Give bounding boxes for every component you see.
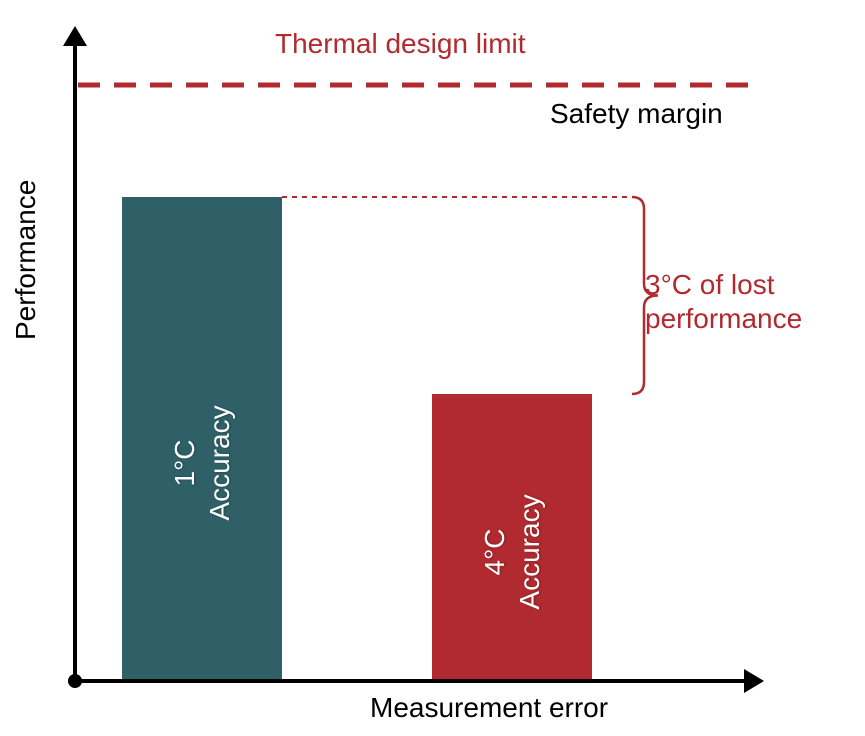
bar2-label-line1: 4°C bbox=[479, 528, 510, 575]
y-axis-label: Performance bbox=[10, 180, 42, 340]
origin-dot bbox=[68, 674, 82, 688]
bar1-label-line1: 1°C bbox=[169, 440, 200, 487]
chart-container: 1°C Accuracy 4°C Accuracy Performance Me… bbox=[0, 0, 865, 736]
bar2-label-line2: Accuracy bbox=[514, 494, 545, 609]
bar1-label: 1°C Accuracy bbox=[167, 406, 237, 521]
safety-margin-label: Safety margin bbox=[550, 98, 723, 130]
bar2-label: 4°C Accuracy bbox=[477, 494, 547, 609]
x-axis-arrowhead bbox=[744, 669, 764, 693]
lost-performance-label: 3°C of lost performance bbox=[645, 268, 802, 335]
bar2-label-container: 4°C Accuracy bbox=[432, 394, 592, 681]
bar1-label-line2: Accuracy bbox=[204, 406, 235, 521]
lost-performance-line1: 3°C of lost bbox=[645, 269, 774, 300]
y-axis-arrowhead bbox=[63, 26, 87, 46]
x-axis-label: Measurement error bbox=[370, 692, 608, 724]
bar1-label-container: 1°C Accuracy bbox=[122, 197, 282, 681]
lost-performance-line2: performance bbox=[645, 303, 802, 334]
thermal-limit-label: Thermal design limit bbox=[275, 28, 526, 60]
